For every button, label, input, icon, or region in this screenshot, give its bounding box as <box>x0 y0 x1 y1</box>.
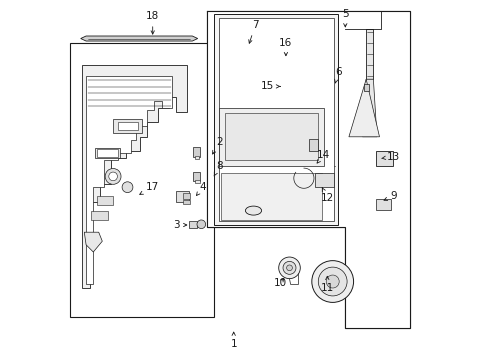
Bar <box>194 180 200 183</box>
Text: 5: 5 <box>341 9 348 27</box>
Bar <box>375 199 390 210</box>
Bar <box>268 75 274 80</box>
Text: 13: 13 <box>381 152 400 162</box>
Circle shape <box>325 275 339 288</box>
Text: 17: 17 <box>140 182 159 194</box>
Bar <box>194 156 199 159</box>
Text: 7: 7 <box>248 20 258 43</box>
Bar <box>273 47 279 54</box>
Bar <box>188 221 196 228</box>
Bar <box>218 18 333 221</box>
Text: 8: 8 <box>214 161 222 176</box>
Circle shape <box>108 172 117 181</box>
Bar <box>97 149 118 157</box>
Polygon shape <box>348 79 379 137</box>
Circle shape <box>283 261 295 274</box>
Bar <box>95 148 120 158</box>
Bar <box>309 139 318 151</box>
Bar <box>377 153 390 164</box>
Bar <box>257 47 263 54</box>
Bar <box>183 200 189 204</box>
Circle shape <box>278 257 300 279</box>
Bar <box>224 113 318 160</box>
Bar <box>316 174 332 186</box>
Circle shape <box>197 220 205 229</box>
Polygon shape <box>84 232 102 252</box>
Text: 14: 14 <box>316 150 330 163</box>
Text: 1: 1 <box>230 332 237 349</box>
Polygon shape <box>362 79 376 137</box>
Polygon shape <box>242 74 284 81</box>
Bar <box>230 116 284 118</box>
Bar <box>193 147 200 157</box>
Bar <box>314 173 334 187</box>
Bar <box>291 47 297 54</box>
Polygon shape <box>366 29 373 79</box>
Bar <box>221 173 321 220</box>
Circle shape <box>105 168 121 184</box>
Bar <box>261 75 266 80</box>
Bar <box>254 75 260 80</box>
Text: 18: 18 <box>146 11 159 34</box>
Bar <box>176 191 188 202</box>
Text: 9: 9 <box>383 191 396 201</box>
Polygon shape <box>239 45 314 56</box>
Polygon shape <box>86 76 172 284</box>
Text: 6: 6 <box>334 67 341 83</box>
Circle shape <box>286 265 292 271</box>
Polygon shape <box>81 36 197 41</box>
Text: 10: 10 <box>273 278 286 288</box>
Bar <box>118 122 137 130</box>
Text: 15: 15 <box>261 81 280 91</box>
Bar <box>213 14 337 225</box>
Bar <box>282 47 288 54</box>
Bar <box>113 119 142 133</box>
Bar <box>91 211 107 220</box>
Bar <box>244 49 247 53</box>
Bar <box>70 43 213 317</box>
Text: 12: 12 <box>320 188 333 203</box>
Bar <box>375 151 392 166</box>
Text: 16: 16 <box>279 38 292 56</box>
Bar <box>193 172 200 181</box>
Polygon shape <box>82 65 186 288</box>
Bar <box>247 75 252 80</box>
Circle shape <box>318 267 346 296</box>
Bar <box>264 47 270 54</box>
Circle shape <box>122 182 133 193</box>
Text: 3: 3 <box>172 220 186 230</box>
Text: 11: 11 <box>320 276 333 293</box>
Ellipse shape <box>245 206 261 215</box>
Polygon shape <box>224 114 289 120</box>
Circle shape <box>311 261 353 302</box>
Bar <box>242 41 249 51</box>
Bar <box>219 108 323 166</box>
Bar <box>377 201 389 208</box>
Polygon shape <box>206 11 409 328</box>
Text: 4: 4 <box>196 182 206 195</box>
Text: 2: 2 <box>212 137 222 154</box>
Bar <box>97 196 113 205</box>
Bar <box>364 84 368 91</box>
Bar <box>183 193 189 199</box>
Bar <box>247 47 254 54</box>
